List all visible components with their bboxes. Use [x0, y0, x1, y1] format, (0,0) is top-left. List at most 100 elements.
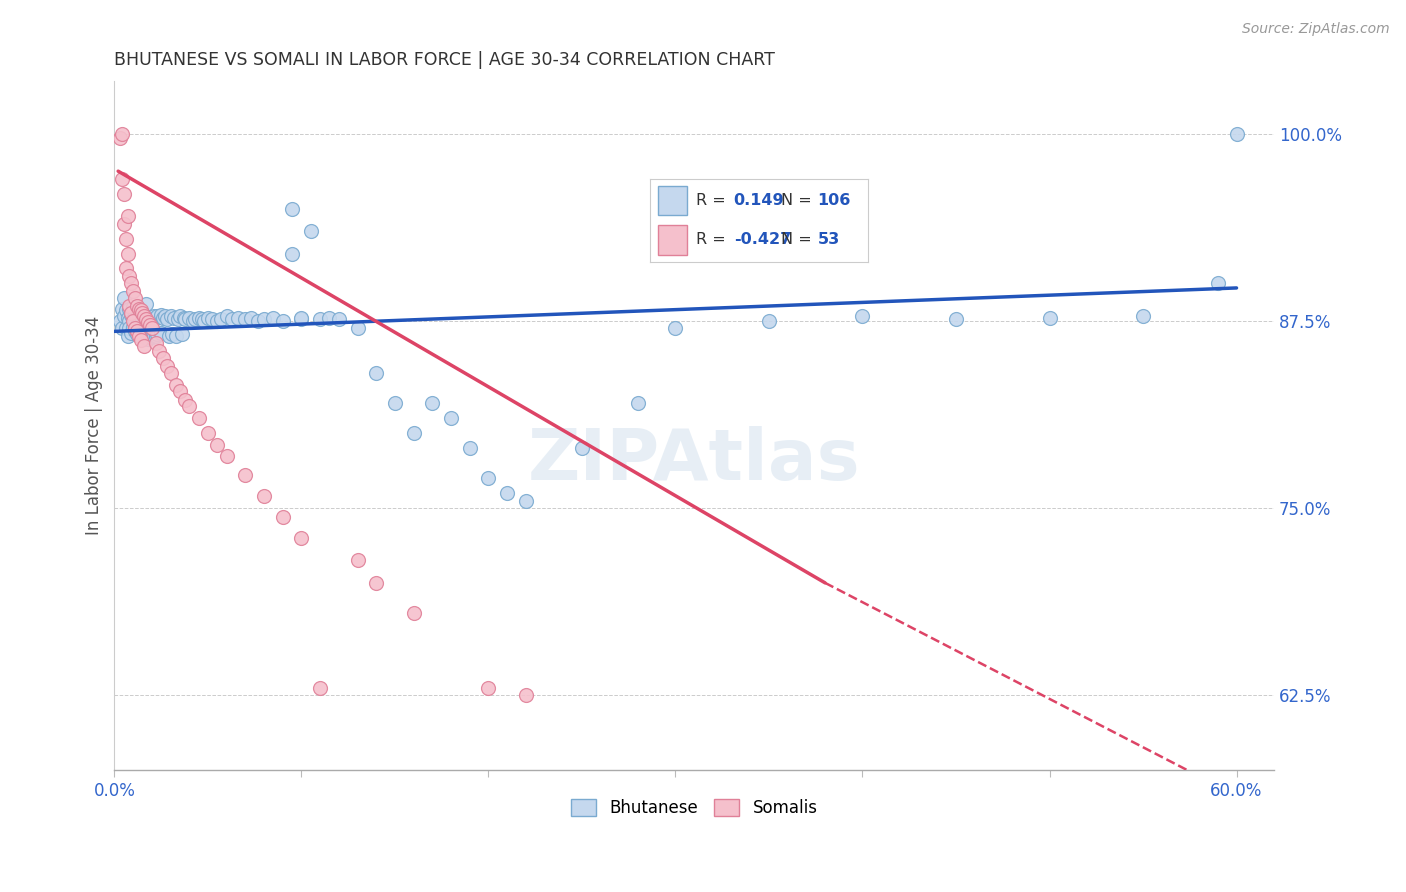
- Point: [128, 301, 150, 316]
- Point: [271, 314, 294, 328]
- Point: [111, 171, 134, 186]
- Point: [247, 314, 270, 328]
- Point: [184, 312, 207, 326]
- Point: [125, 327, 148, 342]
- Point: [187, 411, 209, 425]
- Point: [139, 318, 162, 333]
- Point: [128, 326, 150, 340]
- Point: [131, 306, 153, 320]
- Point: [128, 308, 150, 322]
- Point: [346, 553, 368, 567]
- Point: [440, 411, 463, 425]
- Point: [141, 321, 163, 335]
- Point: [226, 310, 249, 325]
- FancyBboxPatch shape: [658, 226, 686, 255]
- Point: [134, 310, 156, 324]
- Point: [167, 312, 190, 326]
- Point: [169, 310, 191, 324]
- Text: 106: 106: [817, 193, 851, 208]
- Point: [309, 312, 332, 326]
- Point: [139, 330, 162, 344]
- Text: N =: N =: [780, 232, 811, 247]
- Point: [159, 366, 181, 380]
- Point: [118, 321, 141, 335]
- Point: [207, 314, 229, 328]
- Point: [165, 329, 187, 343]
- Point: [108, 131, 131, 145]
- Point: [122, 319, 145, 334]
- Point: [181, 314, 204, 328]
- Point: [515, 493, 537, 508]
- Point: [571, 441, 593, 455]
- Text: ZIPAtlas: ZIPAtlas: [527, 425, 860, 494]
- Point: [139, 312, 162, 326]
- Point: [125, 318, 148, 333]
- Point: [145, 310, 167, 325]
- Point: [150, 308, 173, 322]
- Point: [134, 330, 156, 344]
- Point: [120, 306, 142, 320]
- Point: [112, 292, 135, 306]
- Point: [135, 310, 157, 325]
- Point: [136, 314, 159, 328]
- Point: [129, 310, 152, 324]
- Point: [627, 396, 650, 410]
- Point: [215, 449, 238, 463]
- Point: [108, 314, 131, 328]
- Point: [664, 321, 686, 335]
- Point: [221, 312, 243, 326]
- Point: [191, 312, 214, 326]
- Point: [120, 308, 142, 322]
- Point: [262, 310, 284, 325]
- Point: [165, 378, 187, 392]
- Point: [118, 268, 141, 283]
- Point: [174, 393, 197, 408]
- Text: 53: 53: [817, 232, 839, 247]
- Point: [152, 310, 174, 325]
- Point: [851, 310, 873, 324]
- Point: [281, 202, 304, 216]
- Point: [124, 306, 146, 320]
- Point: [141, 330, 163, 344]
- Text: BHUTANESE VS SOMALI IN LABOR FORCE | AGE 30-34 CORRELATION CHART: BHUTANESE VS SOMALI IN LABOR FORCE | AGE…: [114, 51, 775, 69]
- Point: [148, 343, 170, 358]
- Point: [420, 396, 443, 410]
- Point: [209, 312, 232, 326]
- Point: [131, 310, 153, 325]
- Text: R =: R =: [696, 193, 725, 208]
- Point: [146, 310, 169, 324]
- Text: N =: N =: [780, 193, 811, 208]
- Point: [215, 310, 238, 324]
- Point: [153, 310, 176, 324]
- Point: [112, 217, 135, 231]
- Point: [128, 314, 150, 328]
- Point: [1225, 127, 1247, 141]
- Legend: Bhutanese, Somalis: Bhutanese, Somalis: [564, 792, 824, 823]
- Point: [169, 384, 191, 399]
- Point: [142, 329, 165, 343]
- Point: [118, 301, 141, 316]
- Point: [125, 299, 148, 313]
- Point: [125, 310, 148, 324]
- Point: [179, 310, 201, 325]
- Y-axis label: In Labor Force | Age 30-34: In Labor Force | Age 30-34: [86, 316, 103, 535]
- Point: [197, 426, 219, 441]
- Point: [402, 606, 425, 620]
- Point: [152, 351, 174, 366]
- Point: [328, 312, 350, 326]
- Point: [117, 246, 139, 260]
- Point: [1206, 277, 1229, 291]
- Point: [146, 327, 169, 342]
- Point: [290, 312, 312, 326]
- Point: [281, 246, 304, 260]
- Point: [112, 186, 135, 201]
- Point: [125, 324, 148, 338]
- Point: [477, 471, 499, 485]
- Point: [120, 326, 142, 340]
- Point: [1132, 310, 1154, 324]
- Point: [114, 321, 136, 335]
- Point: [366, 575, 388, 590]
- Point: [156, 312, 179, 326]
- Point: [309, 681, 332, 695]
- Text: Source: ZipAtlas.com: Source: ZipAtlas.com: [1241, 22, 1389, 37]
